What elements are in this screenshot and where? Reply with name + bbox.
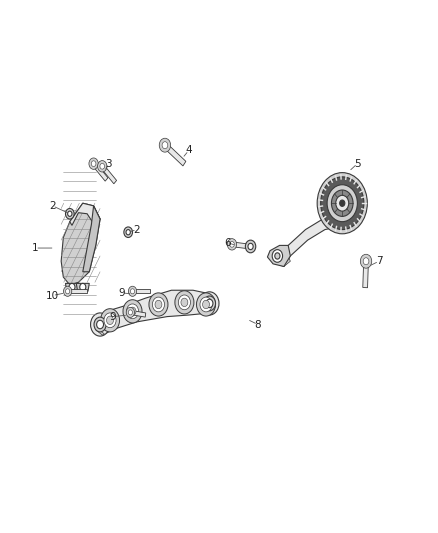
Text: 1: 1 — [32, 243, 39, 253]
Circle shape — [332, 190, 353, 216]
Polygon shape — [277, 216, 338, 266]
Circle shape — [67, 211, 72, 216]
Polygon shape — [96, 329, 104, 335]
Circle shape — [360, 254, 372, 268]
Polygon shape — [279, 251, 290, 266]
Text: 10: 10 — [46, 290, 59, 301]
Circle shape — [94, 317, 106, 332]
Circle shape — [363, 258, 369, 265]
Circle shape — [129, 307, 136, 316]
Polygon shape — [83, 206, 100, 272]
Circle shape — [202, 300, 209, 309]
Text: 2: 2 — [134, 224, 140, 235]
Circle shape — [100, 309, 120, 332]
Text: 8: 8 — [254, 319, 261, 329]
Polygon shape — [92, 162, 108, 181]
Text: 9: 9 — [118, 288, 125, 298]
Circle shape — [162, 142, 168, 149]
Polygon shape — [361, 256, 371, 266]
Polygon shape — [67, 289, 87, 293]
Text: 5: 5 — [354, 159, 361, 168]
Circle shape — [64, 286, 72, 296]
Circle shape — [248, 243, 253, 249]
Text: 7: 7 — [376, 256, 382, 266]
Circle shape — [106, 316, 113, 325]
Polygon shape — [70, 203, 100, 227]
Polygon shape — [160, 140, 170, 150]
Circle shape — [159, 138, 171, 152]
Polygon shape — [163, 143, 186, 166]
Polygon shape — [130, 310, 146, 317]
Polygon shape — [64, 288, 71, 295]
Circle shape — [339, 200, 345, 206]
Circle shape — [80, 284, 86, 291]
Circle shape — [149, 293, 168, 316]
Circle shape — [91, 313, 110, 336]
Circle shape — [104, 313, 116, 328]
Polygon shape — [133, 289, 150, 293]
Circle shape — [317, 173, 367, 234]
Circle shape — [203, 296, 215, 311]
Circle shape — [152, 297, 165, 312]
Polygon shape — [228, 240, 236, 248]
Circle shape — [128, 286, 137, 296]
Circle shape — [327, 185, 357, 222]
Circle shape — [69, 284, 75, 291]
Circle shape — [66, 208, 74, 219]
Circle shape — [127, 304, 138, 319]
Polygon shape — [268, 245, 290, 266]
Polygon shape — [127, 309, 134, 316]
Text: 2: 2 — [49, 201, 56, 211]
Circle shape — [321, 177, 364, 230]
Polygon shape — [363, 261, 368, 288]
Circle shape — [155, 300, 162, 309]
Circle shape — [97, 320, 103, 329]
Circle shape — [128, 310, 132, 315]
Circle shape — [175, 291, 194, 314]
Circle shape — [245, 240, 256, 253]
Circle shape — [181, 298, 188, 306]
Circle shape — [126, 230, 131, 235]
Text: 4: 4 — [185, 146, 192, 156]
Text: 6: 6 — [224, 238, 231, 248]
Polygon shape — [232, 242, 250, 249]
Circle shape — [89, 158, 98, 169]
Polygon shape — [101, 165, 117, 184]
Polygon shape — [76, 284, 89, 292]
Circle shape — [178, 295, 191, 310]
Circle shape — [200, 297, 212, 312]
Circle shape — [230, 241, 234, 247]
Circle shape — [200, 292, 219, 315]
Circle shape — [227, 239, 237, 250]
Text: 3: 3 — [106, 159, 112, 168]
Circle shape — [91, 161, 96, 166]
Text: 9: 9 — [110, 312, 117, 321]
Circle shape — [197, 293, 215, 316]
Polygon shape — [61, 203, 100, 285]
Circle shape — [131, 289, 134, 294]
Polygon shape — [90, 159, 98, 168]
Circle shape — [126, 308, 134, 318]
Circle shape — [98, 160, 107, 172]
Circle shape — [124, 227, 133, 238]
Polygon shape — [129, 288, 136, 295]
Circle shape — [206, 299, 213, 308]
Circle shape — [275, 253, 280, 259]
Circle shape — [272, 249, 283, 262]
Circle shape — [123, 300, 142, 323]
Circle shape — [100, 164, 105, 169]
Polygon shape — [66, 284, 78, 292]
Polygon shape — [96, 290, 215, 335]
Polygon shape — [99, 162, 106, 171]
Circle shape — [66, 289, 70, 294]
Circle shape — [336, 195, 349, 211]
